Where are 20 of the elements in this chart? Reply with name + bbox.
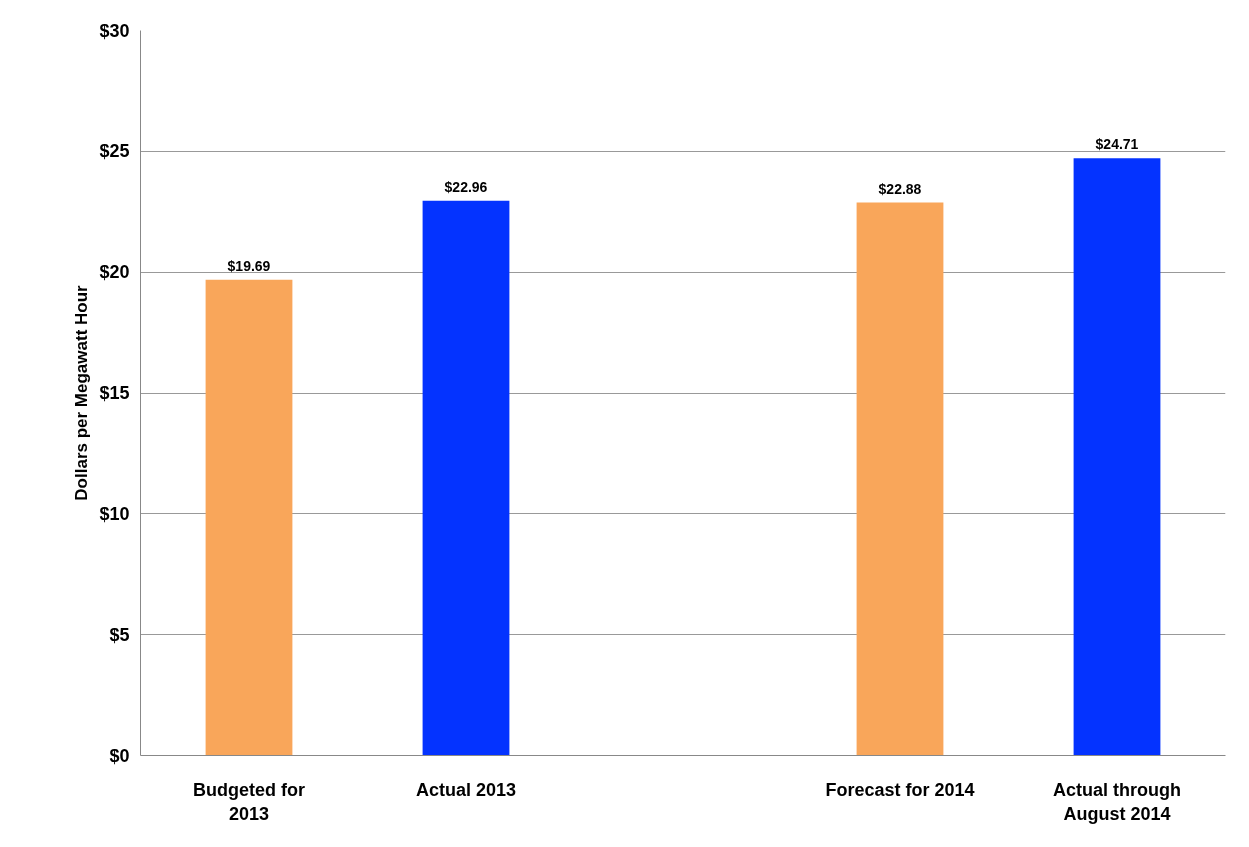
bar (1073, 158, 1161, 756)
x-tick-label: Actual 2013 (415, 779, 517, 800)
data-label: $22.88 (878, 180, 922, 197)
x-tick-label: Forecast for 2014 (825, 779, 975, 800)
data-label: $24.71 (1095, 136, 1139, 153)
y-tick-label: $20 (99, 262, 130, 283)
y-tick-label: $0 (109, 745, 130, 766)
x-tick-label: Actual through August 2014 (1053, 779, 1182, 824)
bar (205, 279, 293, 756)
y-tick-label: $25 (99, 141, 130, 162)
y-tick-label: $30 (99, 20, 130, 41)
bar (422, 200, 510, 756)
bar (856, 202, 944, 756)
data-label: $19.69 (227, 257, 271, 274)
y-tick-label: $5 (109, 624, 130, 645)
data-label: $22.96 (444, 178, 488, 195)
y-tick-label: $10 (99, 503, 130, 524)
y-tick-label: $15 (99, 383, 130, 403)
x-tick-label: Budgeted for 2013 (193, 779, 305, 824)
y-axis-title: Dollars per Megawatt Hour (72, 284, 92, 501)
